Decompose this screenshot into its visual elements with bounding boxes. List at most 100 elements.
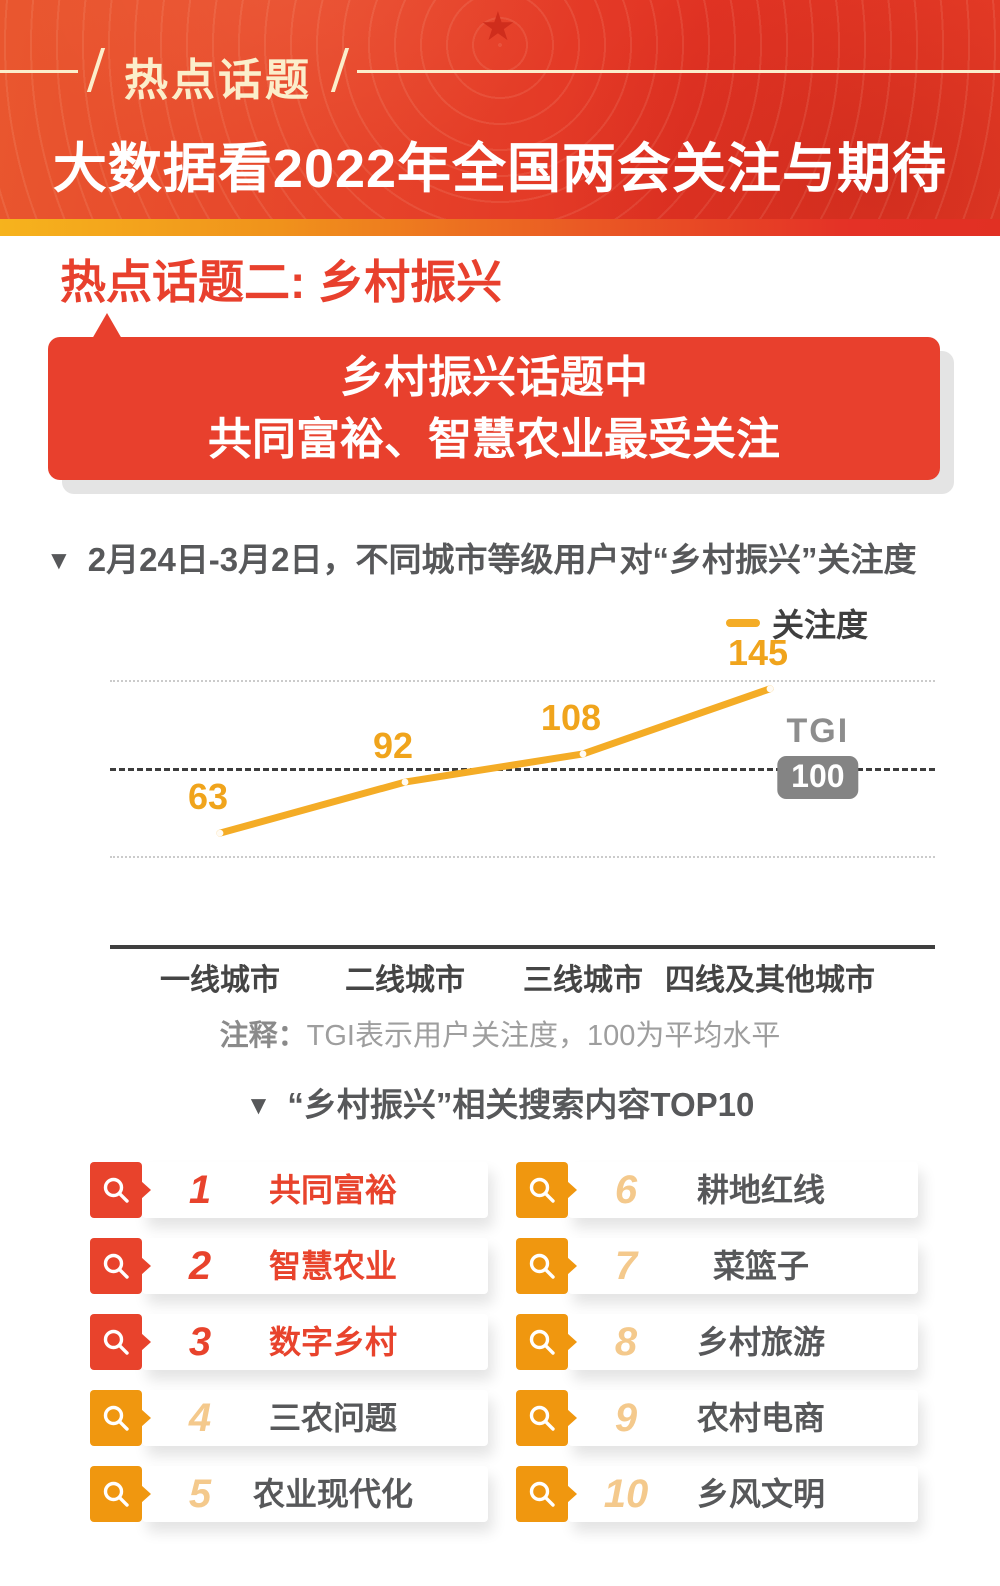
data-point-value-label: 145	[727, 631, 789, 673]
triangle-bullet-icon: ▼	[245, 1090, 272, 1120]
data-point-value-label: 108	[540, 696, 602, 738]
top10-rank: 7	[614, 1244, 638, 1288]
x-axis-label: 一线城市	[159, 964, 280, 997]
top10-row: 3 数字乡村	[90, 1314, 488, 1370]
search-badge	[90, 1314, 142, 1370]
top10-rank: 10	[603, 1472, 649, 1516]
top10-rank: 3	[188, 1320, 212, 1364]
top10-item-bar: 6 耕地红线	[568, 1162, 918, 1218]
top10-title: ▼ “乡村振兴”相关搜索内容TOP10	[0, 1078, 1000, 1126]
search-badge	[516, 1238, 568, 1294]
top10-item-bar: 4 三农问题	[142, 1390, 488, 1446]
tgi-label: TGI	[786, 712, 850, 750]
line-chart-plot: 63 92 108 145 TGI 100	[110, 632, 935, 949]
chart-title-text: 2月24日-3月2日，不同城市等级用户对“乡村振兴”关注度	[87, 541, 917, 578]
top10-rank: 4	[188, 1396, 212, 1440]
search-icon	[103, 1253, 129, 1279]
search-icon	[103, 1405, 129, 1431]
slash-icon	[86, 48, 106, 92]
search-icon	[529, 1405, 555, 1431]
tag-rule-right	[357, 70, 1000, 73]
search-badge	[90, 1162, 142, 1218]
top10-item-label: 数字乡村	[268, 1324, 398, 1360]
top10-item-bar: 10 乡风文明	[568, 1466, 918, 1522]
top10-row: 1 共同富裕	[90, 1162, 488, 1218]
banner-tag: 热点话题	[124, 56, 312, 105]
star-icon: ★	[480, 5, 516, 49]
search-icon	[529, 1329, 555, 1355]
legend-label: 关注度	[772, 607, 869, 643]
top10-row: 10 乡风文明	[516, 1466, 918, 1522]
top10-row: 8 乡村旅游	[516, 1314, 918, 1370]
search-icon	[529, 1481, 555, 1507]
attention-line-series	[216, 685, 774, 837]
top10-row: 2 智慧农业	[90, 1238, 488, 1294]
top10-rank: 5	[188, 1472, 212, 1516]
top10-item-label: 农业现代化	[252, 1476, 414, 1512]
top10-item-label: 智慧农业	[268, 1248, 398, 1284]
data-point-dot	[579, 750, 587, 758]
top10-item-bar: 9 农村电商	[568, 1390, 918, 1446]
search-icon	[103, 1481, 129, 1507]
search-badge	[516, 1314, 568, 1370]
top10-row: 7 菜篮子	[516, 1238, 918, 1294]
top10-title-text: “乡村振兴”相关搜索内容TOP10	[287, 1086, 755, 1123]
data-point-value-label: 92	[372, 725, 414, 767]
x-axis-label: 四线及其他城市	[665, 964, 875, 997]
top10-rank: 1	[188, 1168, 212, 1212]
top10-row: 5 农业现代化	[90, 1466, 488, 1522]
top10-item-bar: 2 智慧农业	[142, 1238, 488, 1294]
section-heading: 热点话题二: 乡村振兴	[60, 256, 503, 308]
chart-footnote: 注释：TGI表示用户关注度，100为平均水平	[0, 1012, 1000, 1054]
data-point-dot	[401, 778, 409, 786]
triangle-bullet-icon: ▼	[46, 545, 72, 575]
tgi-baseline-marker: TGI 100	[777, 712, 859, 799]
slash-icon	[330, 48, 350, 92]
search-badge	[90, 1238, 142, 1294]
gridline	[110, 856, 935, 858]
data-point-value-label: 63	[187, 776, 228, 818]
gridline	[110, 680, 935, 682]
search-badge	[516, 1162, 568, 1218]
legend-line-swatch	[726, 619, 760, 627]
x-axis-label: 三线城市	[522, 964, 643, 997]
tgi-baseline-gridline	[110, 768, 935, 771]
top10-item-bar: 3 数字乡村	[142, 1314, 488, 1370]
top10-rank: 9	[614, 1396, 638, 1440]
x-axis-labels: 一线城市 二线城市 三线城市 四线及其他城市	[110, 955, 935, 997]
gradient-strip	[0, 219, 1000, 236]
search-badge	[90, 1466, 142, 1522]
chart-legend: 关注度	[726, 600, 868, 646]
top10-item-label: 菜篮子	[712, 1248, 810, 1284]
top10-row: 4 三农问题	[90, 1390, 488, 1446]
top10-item-label: 耕地红线	[696, 1172, 826, 1208]
top10-item-bar: 7 菜篮子	[568, 1238, 918, 1294]
bubble-line-1: 乡村振兴话题中	[340, 352, 648, 402]
highlight-bubble-text: 乡村振兴话题中 共同富裕、智慧农业最受关注	[48, 337, 940, 480]
chart-title: ▼ 2月24日-3月2日，不同城市等级用户对“乡村振兴”关注度	[46, 533, 917, 581]
search-badge	[90, 1390, 142, 1446]
search-icon	[529, 1253, 555, 1279]
top10-item-label: 农村电商	[696, 1400, 826, 1436]
search-badge	[516, 1390, 568, 1446]
top10-rank: 6	[614, 1168, 638, 1212]
top10-row: 9 农村电商	[516, 1390, 918, 1446]
data-point-dot	[216, 829, 224, 837]
top10-row: 6 耕地红线	[516, 1162, 918, 1218]
search-badge	[516, 1466, 568, 1522]
top10-item-label: 乡风文明	[696, 1476, 826, 1512]
top10-column-right: 6 耕地红线 7 菜篮子 8 乡村旅游 9 农村电商 10 乡风文明	[516, 1162, 918, 1542]
top10-item-bar: 8 乡村旅游	[568, 1314, 918, 1370]
x-axis-label: 二线城市	[345, 964, 466, 997]
top-banner: ★ 热点话题 大数据看2022年全国两会关注与期待	[0, 0, 1000, 219]
top10-rank: 2	[188, 1244, 212, 1288]
top10-item-label: 乡村旅游	[696, 1324, 826, 1360]
tgi-value-badge: 100	[777, 756, 859, 799]
footnote-prefix: 注释：	[219, 1020, 307, 1052]
top10-item-bar: 1 共同富裕	[142, 1162, 488, 1218]
search-icon	[529, 1177, 555, 1203]
top10-item-bar: 5 农业现代化	[142, 1466, 488, 1522]
bubble-line-2: 共同富裕、智慧农业最受关注	[208, 414, 780, 464]
search-icon	[103, 1177, 129, 1203]
